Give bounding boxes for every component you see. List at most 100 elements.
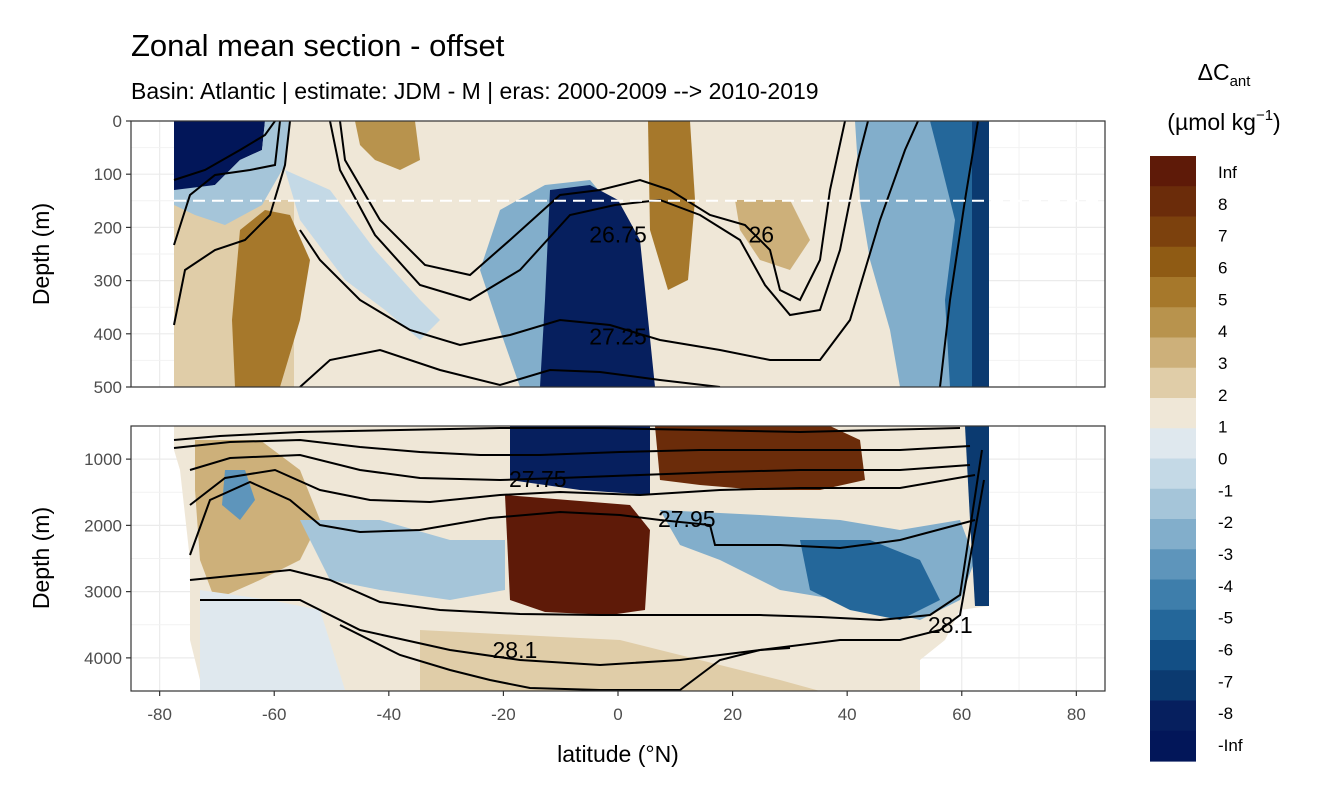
field-blue-w <box>285 170 440 340</box>
legend-color-swatch <box>1150 700 1196 732</box>
density-contour-16 <box>339 624 791 691</box>
y-tick-label: 400 <box>94 325 122 344</box>
density-contour-1 <box>173 121 276 181</box>
legend-color-swatch <box>1150 458 1196 490</box>
legend-title-main: ΔC <box>1198 59 1230 85</box>
legend-label: 5 <box>1218 290 1227 309</box>
density-contour-10 <box>173 438 971 456</box>
y-tick-label: 4000 <box>84 649 122 668</box>
y-tick-label: 200 <box>94 218 122 237</box>
legend-label: -5 <box>1218 609 1233 628</box>
field-blue-ne <box>855 121 975 387</box>
x-tick-label: -40 <box>377 705 402 724</box>
legend-units-sup: −1 <box>1256 107 1273 124</box>
field-navy-center <box>540 185 655 387</box>
field-brown-sw <box>232 210 310 387</box>
contour-label: 27.95 <box>658 506 716 532</box>
density-contour-12 <box>189 468 976 506</box>
legend-colorbar <box>1150 156 1196 762</box>
field-blue-lower-mid <box>300 520 505 600</box>
legend-title: ΔCant <box>1198 59 1252 90</box>
legend-label: -6 <box>1218 641 1233 660</box>
x-tick-label: 0 <box>613 705 622 724</box>
legend-color-swatch <box>1150 609 1196 641</box>
legend-label: -1 <box>1218 481 1233 500</box>
chart-subtitle: Basin: Atlantic | estimate: JDM - M | er… <box>131 78 819 104</box>
legend-label: 4 <box>1218 322 1227 341</box>
x-axis: -80 -60 -40 -20 0 20 40 60 80 <box>147 691 1086 724</box>
density-contour-14 <box>189 449 983 622</box>
field-tan-lower-s <box>420 630 820 691</box>
field-tan-ne <box>735 200 810 270</box>
upper-field <box>173 121 1105 387</box>
legend-color-swatch <box>1150 398 1196 429</box>
y-axis-title-lower: Depth (m) <box>28 507 54 609</box>
legend-color-swatch <box>1150 156 1196 187</box>
legend-label: -Inf <box>1218 736 1243 755</box>
density-contour-2 <box>173 121 281 246</box>
contour-label: 27.25 <box>589 323 647 349</box>
y-tick-label: 0 <box>113 112 122 131</box>
density-contour-3 <box>173 121 291 326</box>
legend-title-sub: ant <box>1230 73 1252 90</box>
legend-color-swatch <box>1150 307 1196 339</box>
density-contour-13 <box>189 480 976 556</box>
legend-color-swatch <box>1150 488 1196 520</box>
contour-label: 26 <box>748 221 774 247</box>
upper-panel: 0 100 200 300 400 500 <box>94 112 1106 397</box>
contour-label: 28.1 <box>492 637 537 663</box>
field-brown-equator <box>648 121 695 290</box>
legend-label: -4 <box>1218 577 1233 596</box>
chart-title: Zonal mean section - offset <box>131 28 505 63</box>
x-tick-label: 60 <box>952 705 971 724</box>
field-brown-lower-center <box>505 495 650 615</box>
legend-label: -7 <box>1218 672 1233 691</box>
legend-label: -2 <box>1218 513 1233 532</box>
density-contour-15 <box>200 479 985 667</box>
legend-color-swatch <box>1150 186 1196 218</box>
legend-label: 1 <box>1218 418 1227 437</box>
legend-label: -8 <box>1218 704 1233 723</box>
x-tick-label: 20 <box>723 705 742 724</box>
x-tick-label: -80 <box>147 705 172 724</box>
y-tick-label: 500 <box>94 378 122 397</box>
legend-color-swatch <box>1150 519 1196 550</box>
contour-label: 28.1 <box>928 612 973 638</box>
contour-label: 26.75 <box>589 221 647 247</box>
x-tick-label: 80 <box>1067 705 1086 724</box>
density-contour-8 <box>939 121 979 387</box>
density-contour-6 <box>299 121 919 361</box>
legend-color-swatch <box>1150 579 1196 611</box>
contour-labels: 26.75 26 27.25 27.75 27.95 28.1 28.1 <box>492 221 972 663</box>
legend-color-swatch <box>1150 670 1196 702</box>
density-contour-7 <box>299 348 721 387</box>
field-brown-nw <box>355 121 420 170</box>
contour-label: 27.75 <box>509 466 567 492</box>
field-lightblue-lower-s <box>200 590 345 691</box>
legend-label: 3 <box>1218 354 1227 373</box>
legend-color-swatch <box>1150 246 1196 278</box>
density-contour-4 <box>339 121 846 302</box>
field-dark-edge-ne <box>972 121 989 387</box>
x-tick-label: -20 <box>491 705 516 724</box>
legend-color-swatch <box>1150 549 1196 581</box>
field-navy-lower-ne <box>800 540 940 620</box>
legend: ΔCant (µmol kg−1) Inf 8 7 6 5 4 3 2 1 0 -1 -2 -3 -4 -5… <box>1150 59 1281 762</box>
legend-label: 6 <box>1218 258 1227 277</box>
density-contour-9 <box>173 427 961 441</box>
upper-y-axis: 0 100 200 300 400 500 <box>94 112 131 397</box>
y-tick-label: 3000 <box>84 583 122 602</box>
legend-labels: Inf 8 7 6 5 4 3 2 1 0 -1 -2 -3 -4 -5 -6 -7 -8 -Inf <box>1218 163 1243 755</box>
legend-color-swatch <box>1150 277 1196 308</box>
upper-panel-border <box>130 120 1106 388</box>
legend-label: Inf <box>1218 163 1237 182</box>
y-axis-title-upper: Depth (m) <box>28 203 54 305</box>
legend-units-close: ) <box>1273 109 1281 135</box>
x-tick-label: 40 <box>838 705 857 724</box>
y-tick-label: 300 <box>94 272 122 291</box>
legend-color-swatch <box>1150 216 1196 248</box>
legend-color-swatch <box>1150 367 1196 399</box>
lower-field <box>173 426 989 691</box>
legend-color-swatch <box>1150 640 1196 671</box>
